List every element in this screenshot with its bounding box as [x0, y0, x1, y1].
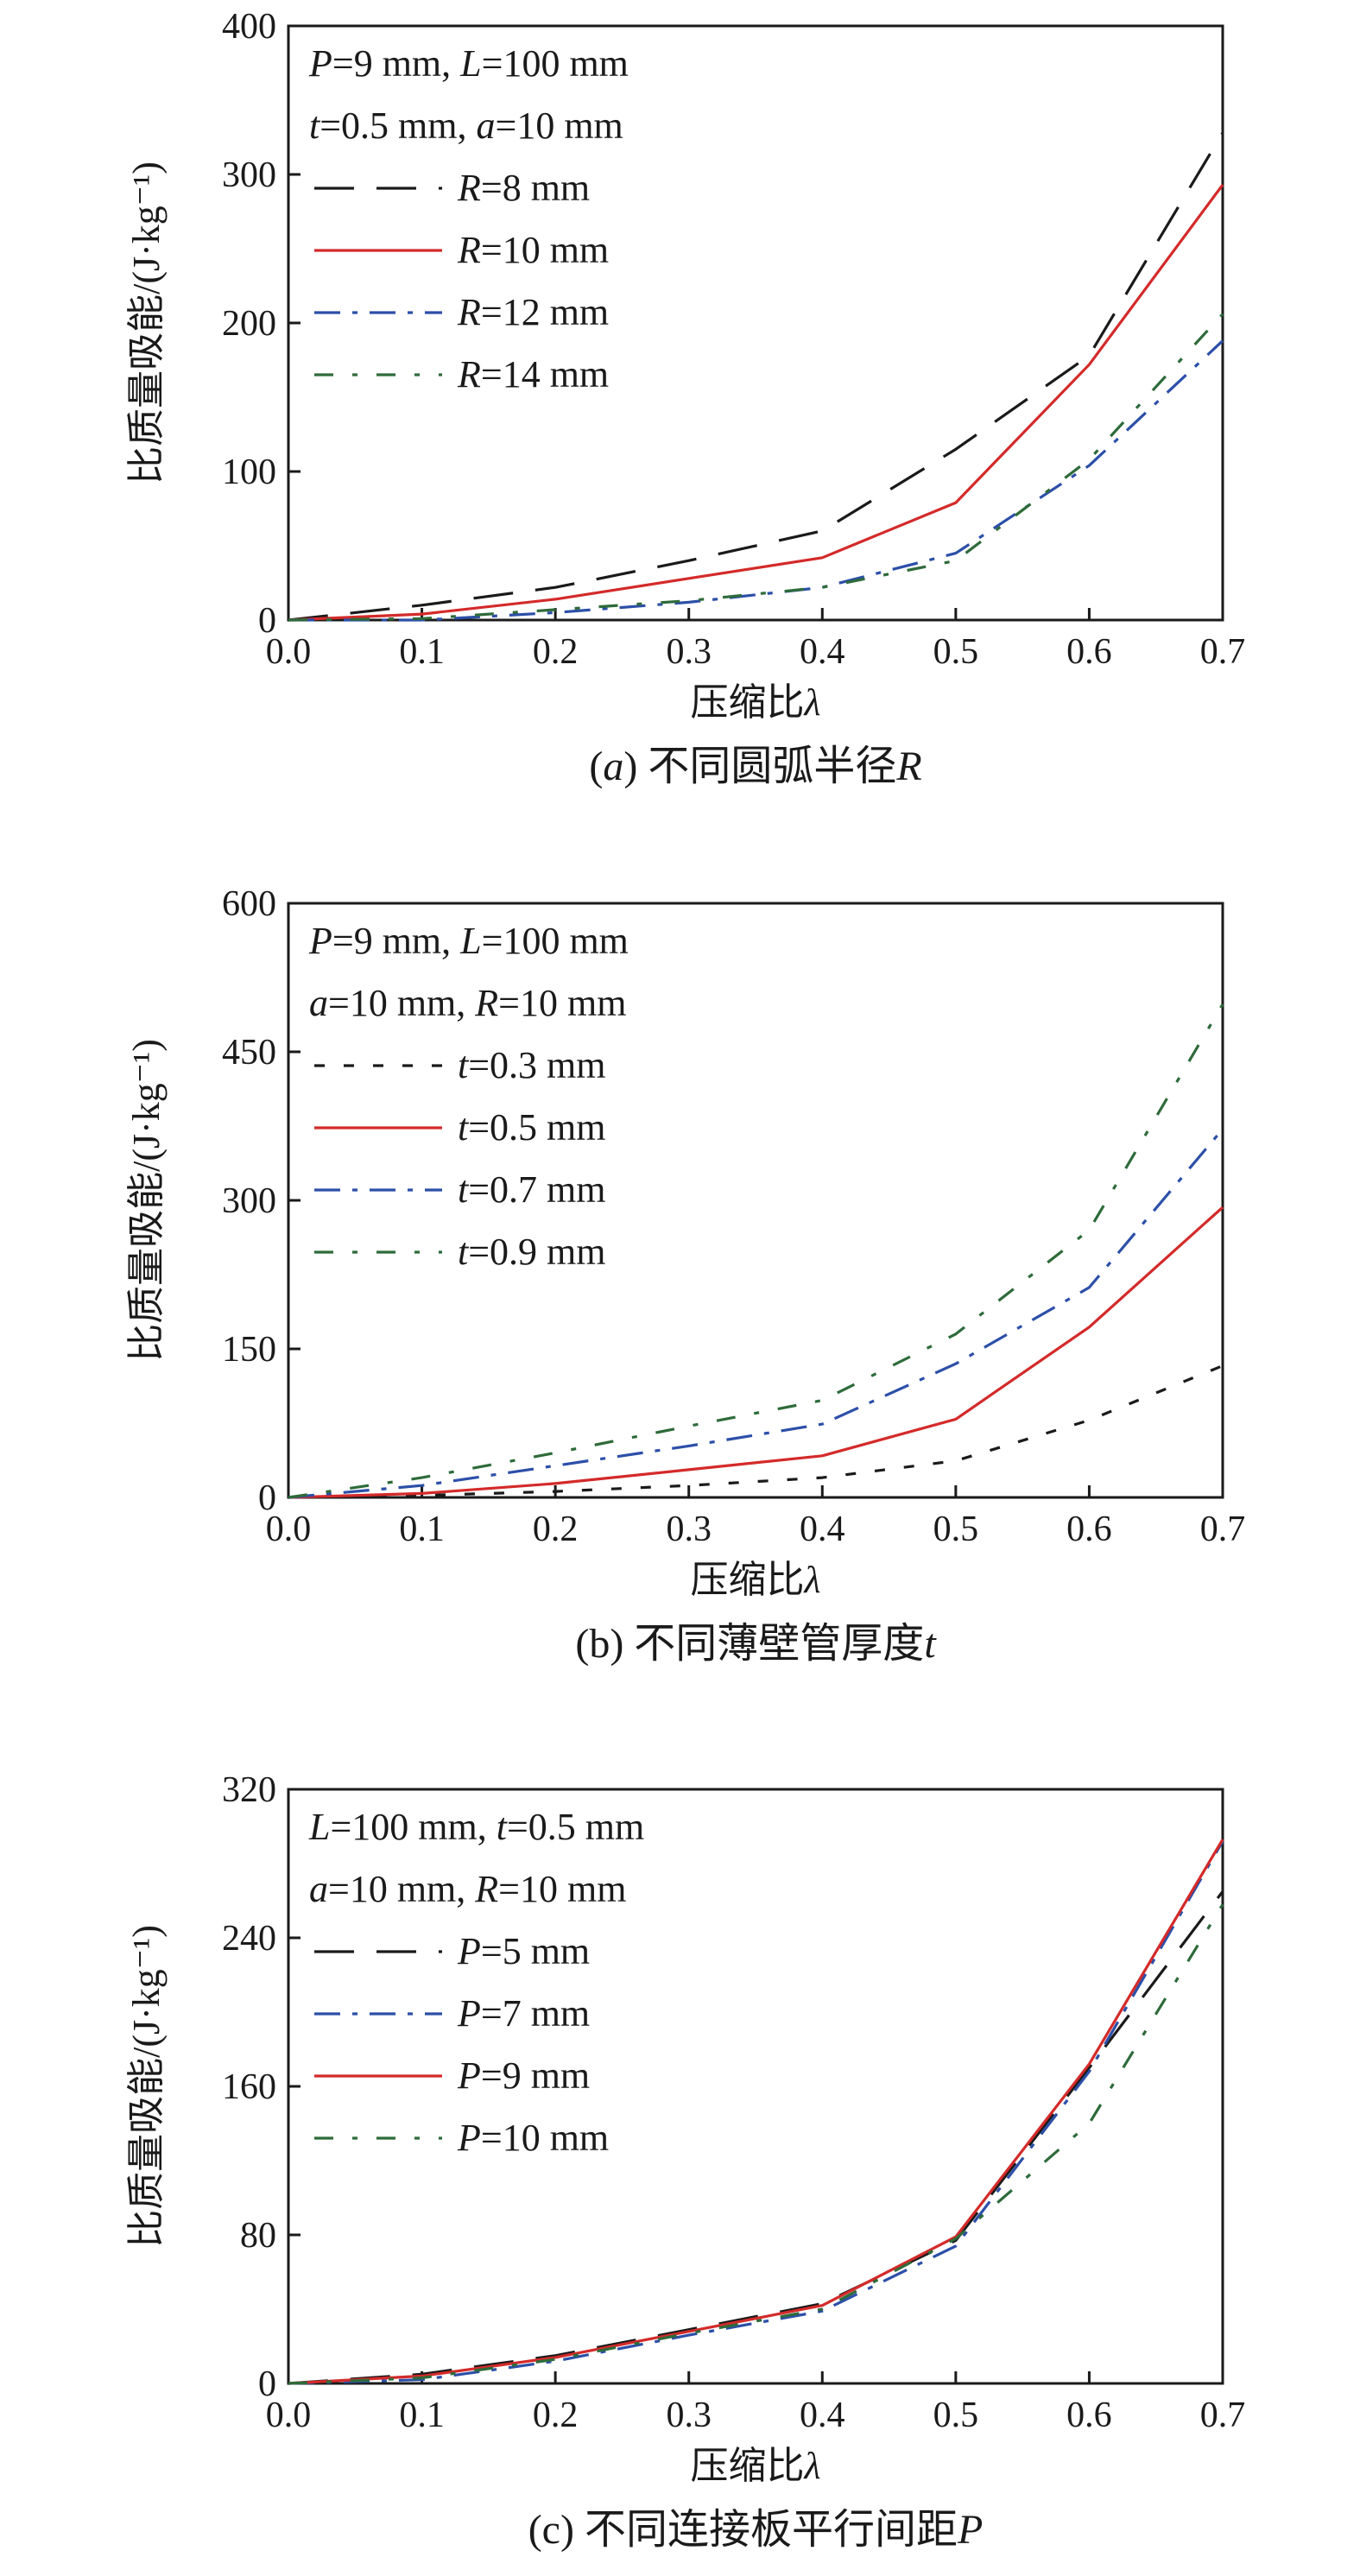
x-tick-label: 0.2	[533, 632, 579, 672]
y-tick-label: 100	[222, 453, 276, 492]
x-tick-label: 0.4	[800, 1510, 845, 1549]
parameter-text: a=10 mm, R=10 mm	[309, 1868, 626, 1910]
legend-label: t=0.3 mm	[458, 1044, 606, 1086]
x-tick-label: 0.7	[1200, 2396, 1246, 2435]
panel-caption: (a) 不同圆弧半径R	[589, 744, 921, 789]
parameter-text: P=9 mm, L=100 mm	[308, 42, 629, 85]
x-tick-label: 0.0	[266, 1510, 312, 1549]
parameter-text: t=0.5 mm, a=10 mm	[309, 104, 623, 147]
chart-panel-1: 0.0 0.1 0.2 0.3 0.4 0.5 0.6 0.7 0 100 200 300 400 压缩比…	[125, 7, 1245, 789]
x-tick-label: 0.0	[266, 632, 312, 672]
legend-label: P=5 mm	[457, 1930, 590, 1972]
y-axis-title: 比质量吸能/(J·kg⁻¹)	[125, 1039, 168, 1362]
y-tick-label: 400	[222, 7, 276, 47]
chart-panel-3: 0.0 0.1 0.2 0.3 0.4 0.5 0.6 0.7 0 80 160 240 320 压缩比λ…	[125, 1770, 1245, 2553]
legend-label: R=14 mm	[457, 353, 609, 396]
legend-label: P=10 mm	[457, 2117, 609, 2159]
legend-label: t=0.7 mm	[458, 1168, 606, 1211]
x-tick-label: 0.2	[533, 2396, 579, 2435]
legend-label: t=0.5 mm	[458, 1106, 606, 1149]
series-line	[288, 1003, 1224, 1499]
legend-label: R=8 mm	[457, 167, 590, 209]
parameter-text: a=10 mm, R=10 mm	[309, 982, 626, 1024]
x-tick-label: 0.3	[666, 1510, 712, 1549]
x-tick-label: 0.1	[399, 632, 445, 672]
legend-label: R=12 mm	[457, 291, 609, 333]
y-tick-label: 160	[222, 2067, 276, 2107]
series-line	[288, 313, 1224, 622]
chart-panel-2: 0.0 0.1 0.2 0.3 0.4 0.5 0.6 0.7 0 150 300 450 600 压缩比…	[125, 884, 1245, 1667]
panel-caption: (c) 不同连接板平行间距P	[528, 2507, 984, 2553]
x-tick-label: 0.6	[1066, 632, 1112, 672]
y-tick-label: 200	[222, 304, 276, 344]
y-tick-label: 600	[222, 884, 276, 924]
series-line	[288, 1839, 1224, 2385]
series-line	[288, 1364, 1224, 1499]
x-tick-label: 0.4	[800, 2396, 845, 2435]
x-tick-label: 0.4	[800, 632, 845, 672]
x-tick-label: 0.1	[399, 2396, 445, 2435]
y-tick-label: 240	[222, 1919, 276, 1959]
series-line	[288, 1890, 1224, 2385]
y-axis-title: 比质量吸能/(J·kg⁻¹)	[125, 1925, 168, 2248]
series-line	[288, 1206, 1224, 1499]
y-tick-label: 0	[258, 601, 276, 641]
x-tick-label: 0.6	[1066, 2396, 1112, 2435]
y-tick-label: 300	[222, 155, 276, 195]
x-tick-label: 0.0	[266, 2396, 312, 2435]
y-axis-title: 比质量吸能/(J·kg⁻¹)	[125, 161, 168, 484]
y-tick-label: 80	[240, 2216, 276, 2256]
y-tick-label: 0	[258, 2364, 276, 2404]
x-tick-label: 0.7	[1200, 632, 1246, 672]
legend-label: R=10 mm	[457, 229, 609, 271]
parameter-text: L=100 mm, t=0.5 mm	[308, 1806, 644, 1848]
series-line	[288, 131, 1224, 622]
y-tick-label: 320	[222, 1770, 276, 1810]
series-line	[288, 1128, 1224, 1499]
x-tick-label: 0.5	[933, 2396, 979, 2435]
x-tick-label: 0.3	[666, 632, 712, 672]
x-tick-label: 0.5	[933, 632, 979, 672]
x-tick-label: 0.2	[533, 1510, 579, 1549]
x-tick-label: 0.6	[1066, 1510, 1112, 1549]
panel-caption: (b) 不同薄壁管厚度t	[575, 1621, 937, 1667]
x-tick-label: 0.1	[399, 1510, 445, 1549]
x-tick-label: 0.7	[1200, 1510, 1246, 1549]
legend-label: P=7 mm	[457, 1992, 590, 2035]
x-axis-title: 压缩比λ	[690, 2445, 820, 2487]
legend-label: t=0.9 mm	[458, 1231, 606, 1273]
y-tick-label: 0	[258, 1478, 276, 1518]
x-axis-title: 压缩比λ	[690, 1559, 820, 1601]
x-tick-label: 0.5	[933, 1510, 979, 1549]
series-line	[288, 1840, 1224, 2385]
y-tick-label: 450	[222, 1033, 276, 1073]
x-axis-title: 压缩比λ	[690, 681, 820, 724]
y-tick-label: 150	[222, 1330, 276, 1370]
y-tick-label: 300	[222, 1181, 276, 1221]
legend-label: P=9 mm	[457, 2054, 590, 2097]
series-line	[288, 184, 1224, 622]
parameter-text: P=9 mm, L=100 mm	[308, 920, 629, 962]
x-tick-label: 0.3	[666, 2396, 712, 2435]
